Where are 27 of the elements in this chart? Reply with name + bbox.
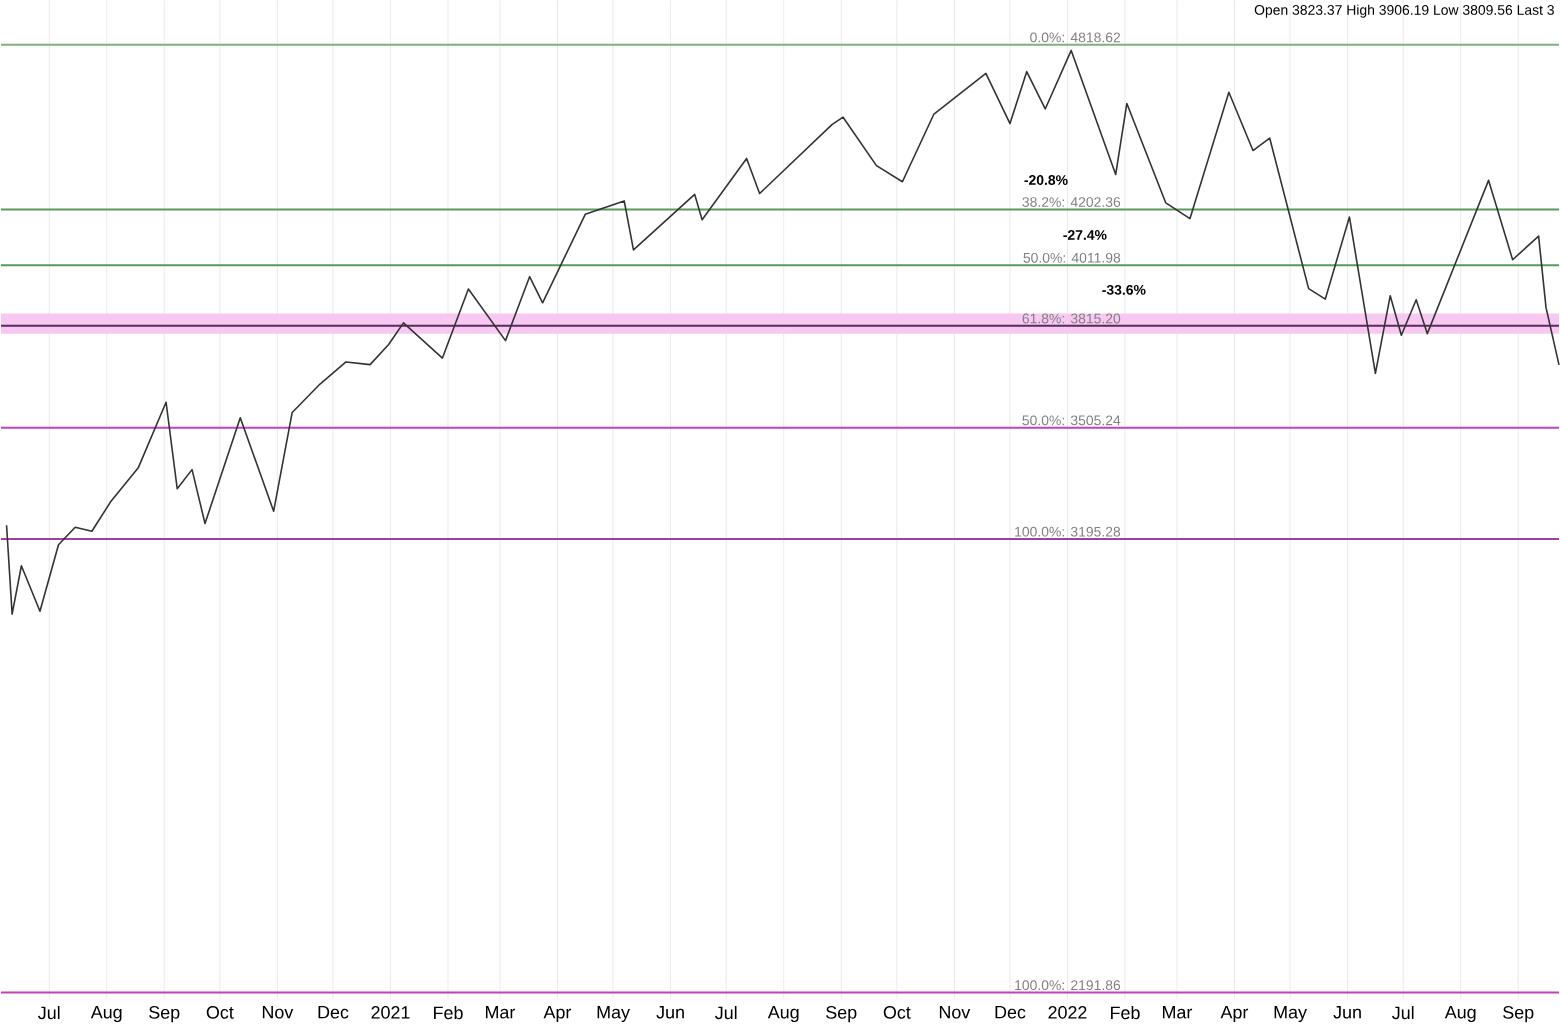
x-tick-label: Aug [767,1006,799,1023]
x-tick-label: Feb [1111,1006,1140,1020]
x-tick-label: Feb [434,1006,463,1020]
x-tick-label: Jul [715,1006,737,1020]
x-tick-label: May [1274,1006,1307,1023]
x-tick-label: Jul [38,1006,60,1020]
x-tick-label: Mar [485,1006,516,1020]
x-tick-label: Dec [318,1006,349,1020]
x-tick-label: Dec [995,1006,1026,1020]
x-tick-label: Apr [543,1006,572,1023]
x-tick-label: Aug [1444,1006,1476,1023]
x-tick-label: Apr [1220,1006,1249,1023]
x-tick-label: 2022 [1048,1006,1087,1020]
x-tick-label: Jul [1392,1006,1414,1020]
x-tick-label: Sep [1503,1006,1534,1023]
x-tick-label: 2021 [371,1006,410,1020]
x-tick-label: Sep [826,1006,857,1023]
x-tick-label: Nov [939,1006,971,1020]
x-tick-label: Aug [90,1006,122,1023]
x-tick-label: May [597,1006,630,1023]
x-tick-label: Mar [1162,1006,1193,1020]
x-tick-label: Jun [656,1006,684,1020]
x-tick-label: Sep [149,1006,180,1023]
x-tick-label: Oct [883,1006,911,1020]
x-tick-label: Oct [206,1006,234,1020]
x-tick-label: Nov [262,1006,294,1020]
x-tick-label: Jun [1333,1006,1361,1020]
